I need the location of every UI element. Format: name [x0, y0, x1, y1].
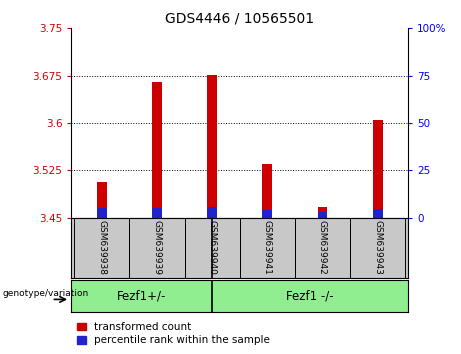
Bar [97, 207, 107, 218]
Text: Fezf1+/-: Fezf1+/- [117, 289, 166, 302]
Text: GSM639940: GSM639940 [207, 219, 217, 274]
Bar [318, 212, 327, 218]
Bar [97, 182, 107, 218]
Bar [318, 207, 327, 218]
Text: genotype/variation: genotype/variation [2, 290, 89, 298]
Text: Fezf1 -/-: Fezf1 -/- [286, 289, 334, 302]
Bar [207, 207, 217, 218]
Bar [152, 207, 162, 218]
Text: GSM639938: GSM639938 [97, 219, 106, 274]
Legend: transformed count, percentile rank within the sample: transformed count, percentile rank withi… [77, 322, 270, 345]
Bar [152, 82, 162, 218]
Text: GSM639941: GSM639941 [263, 219, 272, 274]
Bar [372, 120, 383, 218]
Bar [262, 164, 272, 218]
Bar [372, 209, 383, 218]
Text: GSM639939: GSM639939 [153, 219, 161, 274]
Text: GSM639943: GSM639943 [373, 219, 382, 274]
Bar [262, 210, 272, 218]
Bar [207, 75, 217, 218]
Text: GSM639942: GSM639942 [318, 219, 327, 274]
Title: GDS4446 / 10565501: GDS4446 / 10565501 [165, 12, 314, 26]
